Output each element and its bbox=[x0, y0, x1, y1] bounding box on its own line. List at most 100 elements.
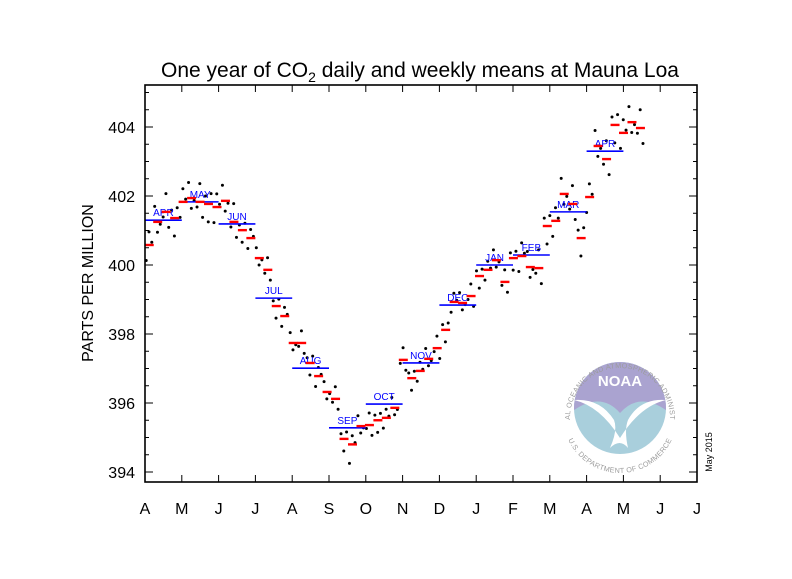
daily-point bbox=[548, 214, 552, 218]
daily-point bbox=[517, 270, 521, 274]
daily-point bbox=[641, 142, 645, 146]
month-label: DEC bbox=[447, 293, 468, 304]
daily-point bbox=[486, 259, 490, 263]
daily-point bbox=[229, 225, 233, 229]
daily-point bbox=[449, 310, 453, 314]
daily-point bbox=[401, 346, 405, 350]
y-tick-label: 400 bbox=[108, 258, 135, 275]
y-tick-label: 396 bbox=[108, 396, 135, 413]
daily-point bbox=[475, 269, 479, 273]
daily-point bbox=[398, 361, 402, 365]
daily-point bbox=[426, 364, 430, 368]
daily-point bbox=[565, 194, 569, 198]
daily-point bbox=[209, 192, 213, 196]
month-label: SEP bbox=[337, 416, 357, 427]
daily-point bbox=[274, 316, 278, 320]
daily-point bbox=[412, 369, 416, 373]
month-label: MAR bbox=[557, 200, 579, 211]
x-tick-label: J bbox=[472, 501, 480, 518]
chart-title: One year of CO2 daily and weekly means a… bbox=[161, 59, 679, 85]
daily-point bbox=[347, 461, 351, 465]
daily-point bbox=[339, 432, 343, 436]
daily-point bbox=[520, 241, 524, 245]
daily-point bbox=[432, 350, 436, 354]
daily-point bbox=[616, 113, 620, 117]
daily-point bbox=[522, 251, 526, 255]
month-label: AUG bbox=[300, 356, 322, 367]
logo-wordmark: NOAA bbox=[598, 373, 642, 390]
x-tick-label: M bbox=[175, 501, 188, 518]
x-tick-label: D bbox=[434, 501, 446, 518]
daily-point bbox=[568, 207, 572, 211]
daily-point bbox=[480, 267, 484, 271]
daily-point bbox=[175, 206, 179, 210]
daily-point bbox=[181, 187, 185, 191]
daily-point bbox=[539, 282, 543, 286]
daily-point bbox=[446, 321, 450, 325]
daily-point bbox=[336, 407, 340, 411]
daily-point bbox=[206, 220, 210, 224]
y-tick-label: 404 bbox=[108, 120, 135, 137]
daily-point bbox=[604, 139, 608, 143]
daily-point bbox=[153, 204, 157, 208]
daily-point bbox=[410, 388, 414, 392]
daily-point bbox=[460, 308, 464, 312]
x-tick-label: O bbox=[360, 501, 372, 518]
daily-point bbox=[311, 354, 315, 358]
daily-point bbox=[240, 240, 244, 244]
daily-point bbox=[537, 248, 541, 252]
daily-point bbox=[331, 400, 335, 404]
daily-point bbox=[435, 334, 439, 338]
daily-point bbox=[195, 205, 199, 209]
x-tick-label: S bbox=[324, 501, 335, 518]
daily-point bbox=[218, 202, 222, 206]
daily-point bbox=[189, 206, 193, 210]
daily-point bbox=[246, 246, 250, 250]
daily-point bbox=[249, 227, 253, 231]
logo-bird bbox=[574, 399, 666, 448]
daily-point bbox=[573, 217, 577, 221]
month-label: APR bbox=[153, 208, 174, 219]
daily-point bbox=[297, 344, 301, 348]
month-label: JUN bbox=[227, 212, 246, 223]
daily-point bbox=[393, 413, 397, 417]
daily-point bbox=[350, 434, 354, 438]
x-tick-label: N bbox=[397, 501, 409, 518]
x-tick-label: J bbox=[656, 501, 664, 518]
daily-point bbox=[333, 385, 337, 389]
daily-point bbox=[635, 131, 639, 135]
daily-point bbox=[587, 182, 591, 186]
daily-point bbox=[266, 256, 270, 260]
month-label: MAY bbox=[190, 190, 211, 201]
daily-point bbox=[534, 271, 538, 275]
daily-point bbox=[305, 356, 309, 360]
daily-point bbox=[302, 351, 306, 355]
daily-point bbox=[308, 373, 312, 377]
daily-point bbox=[443, 340, 447, 344]
daily-point bbox=[404, 368, 408, 372]
daily-point bbox=[559, 176, 563, 180]
daily-point bbox=[503, 268, 507, 272]
daily-point bbox=[359, 431, 363, 435]
daily-point bbox=[624, 128, 628, 132]
daily-point bbox=[325, 397, 329, 401]
daily-point bbox=[223, 209, 227, 213]
daily-point bbox=[299, 329, 303, 333]
daily-point bbox=[593, 128, 597, 132]
daily-point bbox=[599, 146, 603, 150]
daily-point bbox=[373, 413, 377, 417]
daily-point bbox=[556, 216, 560, 220]
daily-point bbox=[215, 192, 219, 196]
daily-point bbox=[257, 263, 261, 267]
daily-point bbox=[469, 282, 473, 286]
daily-point bbox=[551, 234, 555, 238]
x-tick-label: A bbox=[287, 501, 298, 518]
x-tick-label: A bbox=[140, 501, 151, 518]
y-tick-label: 394 bbox=[108, 465, 135, 482]
daily-point bbox=[155, 230, 159, 234]
noaa-logo: NOAA NATIONAL OCEANIC AND ATMOSPHERIC AD… bbox=[563, 361, 677, 475]
x-tick-label: J bbox=[215, 501, 223, 518]
daily-point bbox=[226, 201, 230, 205]
